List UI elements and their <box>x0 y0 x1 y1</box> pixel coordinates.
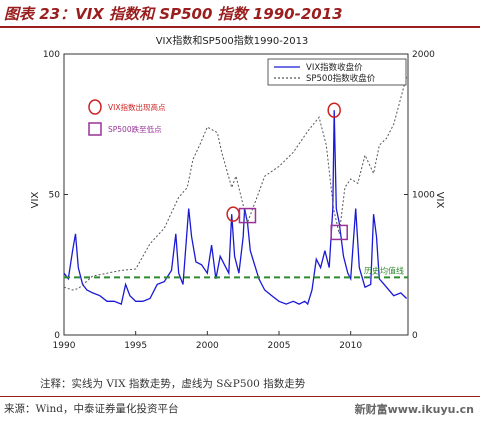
y-tick-label-right: 1000 <box>412 191 435 201</box>
watermark: 新财富www.ikuyu.cn <box>354 403 474 416</box>
y-tick-label-right: 2000 <box>412 50 435 60</box>
sp500-series-line <box>63 76 408 291</box>
x-tick-label: 2005 <box>268 341 291 351</box>
y-tick-label-right: 0 <box>412 331 418 341</box>
marker-legend-square <box>88 122 102 136</box>
vix-peak-marker <box>327 102 341 118</box>
figure-note: 注释：实线为 VIX 指数走势，虚线为 S&P500 指数走势 <box>40 378 306 390</box>
series-layer: 历史均值线 <box>63 76 408 306</box>
legend-entry: VIX指数收盘价 <box>306 62 363 73</box>
legend-box <box>267 58 407 86</box>
x-tick-label: 1990 <box>53 341 76 351</box>
footer-divider <box>0 396 480 397</box>
x-tick-label: 2000 <box>196 341 219 351</box>
marker-legend-label: SP500跌至低点 <box>108 124 162 134</box>
mean-reference-label: 历史均值线 <box>364 265 404 275</box>
y-tick-label-left: 50 <box>49 191 61 201</box>
y-tick-label-left: 100 <box>43 50 60 60</box>
figure-title: 图表 23：VIX 指数和 SP500 指数 1990-2013 <box>4 5 343 23</box>
y-axis-label-left: VIX <box>30 192 41 209</box>
x-tick-label: 1995 <box>124 341 147 351</box>
sp500-low-marker <box>238 207 257 224</box>
marker-layer <box>226 102 348 241</box>
figure-title-bar: 图表 23：VIX 指数和 SP500 指数 1990-2013 <box>0 0 480 28</box>
legend-entry: SP500指数收盘价 <box>306 73 376 84</box>
plot-frame <box>63 53 409 336</box>
marker-legend-label: VIX指数出现高点 <box>108 102 166 112</box>
sp500-low-marker <box>330 224 348 241</box>
figure-source: 来源：Wind，中泰证券量化投资平台 <box>4 403 179 415</box>
marker-legend-circle <box>88 99 102 115</box>
chart-title: VIX指数和SP500指数1990-2013 <box>156 34 309 47</box>
vix-series-line <box>63 110 408 306</box>
x-tick-label: 2010 <box>339 341 362 351</box>
y-tick-label-left: 0 <box>54 331 60 341</box>
y-axis-label-right: VIX <box>434 192 445 209</box>
plot-area <box>63 53 409 336</box>
